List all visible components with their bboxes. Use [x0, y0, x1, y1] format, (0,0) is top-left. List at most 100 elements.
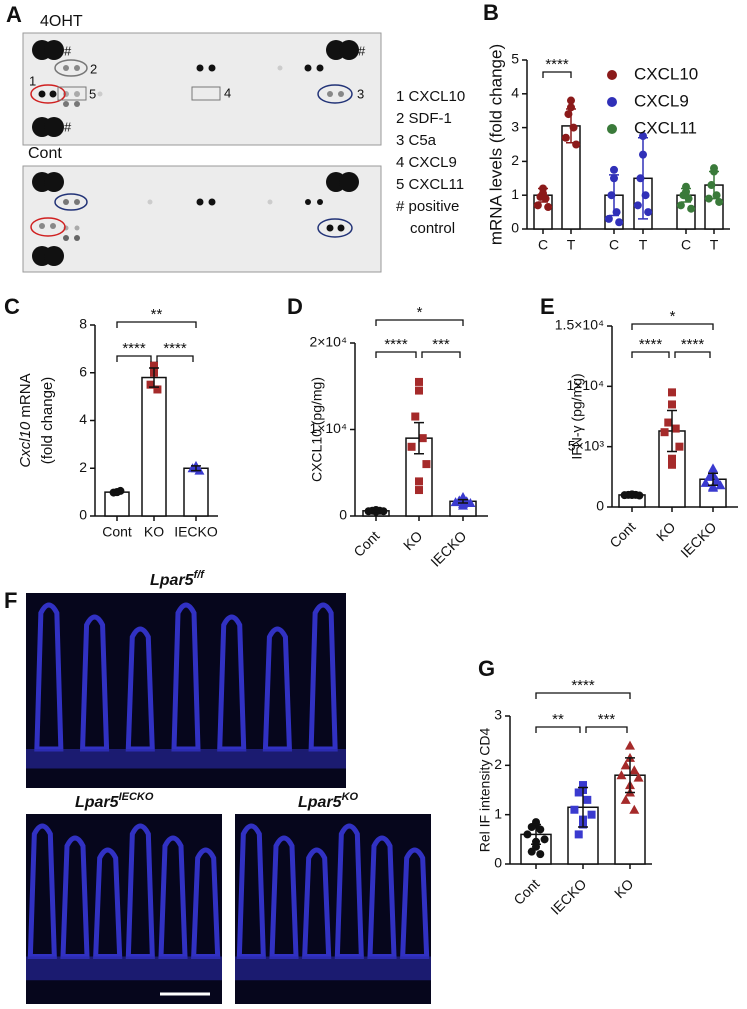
- blot-spots: [32, 172, 359, 266]
- data-point: [407, 442, 416, 451]
- data-point: [635, 491, 644, 500]
- y-axis-label: mRNA levels (fold change): [486, 44, 505, 245]
- y-tick-label: 2: [494, 756, 502, 772]
- data-point: [620, 491, 629, 500]
- annotation-ellipse: [54, 59, 88, 77]
- data-point: [527, 847, 536, 856]
- y-tick-label: 4: [79, 411, 87, 427]
- error-bar: [578, 786, 588, 828]
- data-point: [536, 850, 545, 859]
- villus: [125, 823, 155, 959]
- data-point: [660, 428, 669, 437]
- data-point: [561, 133, 570, 142]
- data-point: [676, 201, 685, 210]
- significance-label: ****: [681, 336, 705, 353]
- y-tick-label: 6: [79, 363, 87, 379]
- significance-label: ****: [163, 340, 187, 357]
- panel-label: D: [287, 294, 303, 319]
- x-tick-label: KO: [611, 876, 637, 902]
- data-point: [675, 442, 684, 451]
- data-point: [708, 463, 718, 473]
- significance-label: ***: [598, 711, 616, 728]
- spot-label: 5: [89, 86, 96, 101]
- y-axis-label: IFN-γ (pg/mg): [569, 373, 585, 459]
- image-title-name: Lpar5: [298, 794, 343, 811]
- error-bar: [667, 409, 677, 453]
- significance-label: ****: [639, 336, 663, 353]
- data-point: [533, 201, 542, 210]
- significance-bracket: [421, 351, 461, 358]
- spot-label: 1: [29, 73, 36, 88]
- significance-bracket: [116, 321, 197, 328]
- significance-label: ***: [432, 336, 450, 353]
- x-tick-label: IECKO: [677, 519, 719, 561]
- significance-bracket: [375, 351, 417, 358]
- panel-a: A 4OHT # 2 1 5 # 4 # 3 Cont: [6, 2, 465, 273]
- legend-text: 3 C5a: [396, 132, 437, 149]
- error-bar: [627, 493, 637, 497]
- villus: [60, 835, 90, 959]
- villus: [400, 847, 430, 959]
- x-tick-label: KO: [400, 528, 426, 554]
- data-point: [450, 497, 461, 507]
- y-tick-label: 0: [79, 507, 87, 523]
- villus: [302, 847, 332, 959]
- blot-label: Cont: [28, 145, 62, 162]
- x-tick-label: T: [567, 237, 576, 253]
- significance-label: *: [417, 304, 423, 321]
- y-tick-label: 1×10⁴: [566, 377, 604, 393]
- spot-label: 4: [224, 85, 231, 100]
- data-point: [587, 810, 596, 819]
- villus: [191, 847, 221, 959]
- data-point: [153, 385, 162, 394]
- panel-label: E: [540, 294, 555, 319]
- error-bar: [708, 472, 718, 487]
- annotation-box: [57, 86, 87, 101]
- spot-label: #: [358, 43, 366, 58]
- significance-label: **: [151, 306, 163, 323]
- significance-bracket: [375, 319, 464, 326]
- data-point: [668, 400, 676, 409]
- data-point: [615, 218, 624, 227]
- image-title: Lpar5KO: [298, 791, 359, 811]
- legend-text: 5 CXCL11: [396, 176, 464, 193]
- data-point: [715, 480, 726, 490]
- significance-bracket: [674, 351, 711, 358]
- villus: [158, 835, 188, 959]
- panel-label: F: [4, 588, 17, 613]
- legend-text: 1 CXCL10: [396, 88, 465, 105]
- villus: [367, 835, 397, 959]
- bar: [183, 467, 209, 517]
- data-point: [708, 482, 718, 492]
- x-tick-label: Cont: [510, 876, 542, 908]
- y-tick-label: 1: [494, 805, 502, 821]
- data-point: [572, 140, 581, 149]
- y-tick-label: 5: [511, 51, 519, 67]
- y-tick-label: 8: [79, 316, 87, 332]
- villus: [308, 602, 338, 752]
- bar: [141, 376, 167, 517]
- data-point: [411, 412, 420, 421]
- data-point: [633, 201, 642, 210]
- villus: [93, 847, 123, 959]
- data-point: [415, 477, 423, 486]
- error-bar: [566, 108, 576, 144]
- y-tick-label: 1: [511, 186, 519, 202]
- legend-marker: [607, 70, 617, 80]
- error-bar: [191, 465, 201, 472]
- blot-spots: [32, 40, 359, 137]
- x-tick-label: IECKO: [427, 528, 469, 570]
- legend-marker: [607, 124, 617, 134]
- image-title-sup: f/f: [194, 569, 206, 581]
- villus: [79, 614, 110, 752]
- significance-label: ****: [122, 340, 146, 357]
- data-point: [620, 794, 631, 804]
- panel-label: C: [4, 294, 20, 319]
- data-point: [629, 804, 640, 814]
- significance-bracket: [535, 726, 581, 733]
- x-tick-label: C: [538, 237, 548, 253]
- villus: [125, 626, 155, 752]
- error-bar: [414, 421, 424, 455]
- villus: [262, 626, 293, 752]
